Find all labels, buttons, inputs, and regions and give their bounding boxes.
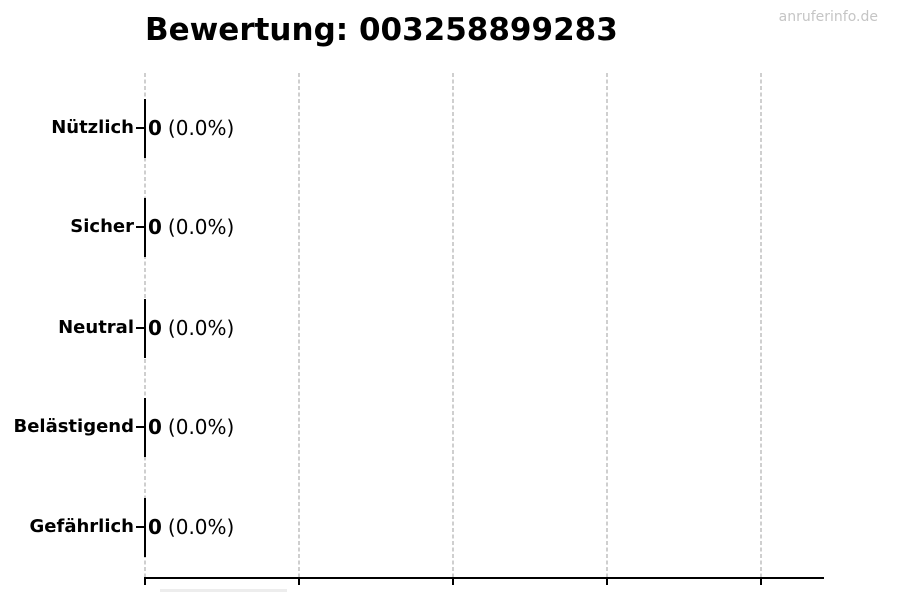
y-axis-tick (136, 426, 144, 428)
value-label: 0 (0.0%) (148, 298, 234, 358)
value-count: 0 (148, 116, 162, 140)
y-axis-tick (136, 127, 144, 129)
x-axis-tick (452, 579, 454, 585)
value-percent: (0.0%) (167, 215, 235, 239)
category-row: Neutral 0 (0.0%) (0, 298, 600, 358)
y-axis-tick (136, 526, 144, 528)
x-axis-tick (298, 579, 300, 585)
x-axis-tick (760, 579, 762, 585)
chart-title: Bewertung: 003258899283 (145, 12, 618, 48)
category-label: Gefährlich (29, 516, 134, 537)
category-label: Belästigend (13, 416, 134, 437)
value-count: 0 (148, 415, 162, 439)
value-label: 0 (0.0%) (148, 497, 234, 557)
bar (143, 397, 146, 457)
gridline (452, 73, 454, 578)
category-row: Belästigend 0 (0.0%) (0, 397, 600, 457)
value-percent: (0.0%) (167, 415, 235, 439)
value-count: 0 (148, 515, 162, 539)
category-label: Nützlich (51, 117, 134, 138)
value-label: 0 (0.0%) (148, 98, 234, 158)
bar (143, 98, 146, 158)
value-percent: (0.0%) (167, 116, 235, 140)
gridline (760, 73, 762, 578)
gridline (606, 73, 608, 578)
category-row: Nützlich 0 (0.0%) (0, 98, 600, 158)
bar (143, 197, 146, 257)
value-label: 0 (0.0%) (148, 197, 234, 257)
watermark: anruferinfo.de (778, 9, 878, 25)
y-axis-tick (136, 327, 144, 329)
category-label: Neutral (58, 317, 134, 338)
value-percent: (0.0%) (167, 515, 235, 539)
category-row: Gefährlich 0 (0.0%) (0, 497, 600, 557)
y-axis-tick (136, 226, 144, 228)
value-percent: (0.0%) (167, 316, 235, 340)
cutoff-text-artifact (160, 589, 287, 592)
x-axis-tick (144, 579, 146, 585)
x-axis-tick (606, 579, 608, 585)
x-axis-line (144, 577, 824, 579)
category-label: Sicher (70, 216, 134, 237)
bar (143, 497, 146, 557)
bar (143, 298, 146, 358)
value-count: 0 (148, 316, 162, 340)
value-label: 0 (0.0%) (148, 397, 234, 457)
category-row: Sicher 0 (0.0%) (0, 197, 600, 257)
gridline (298, 73, 300, 578)
value-count: 0 (148, 215, 162, 239)
